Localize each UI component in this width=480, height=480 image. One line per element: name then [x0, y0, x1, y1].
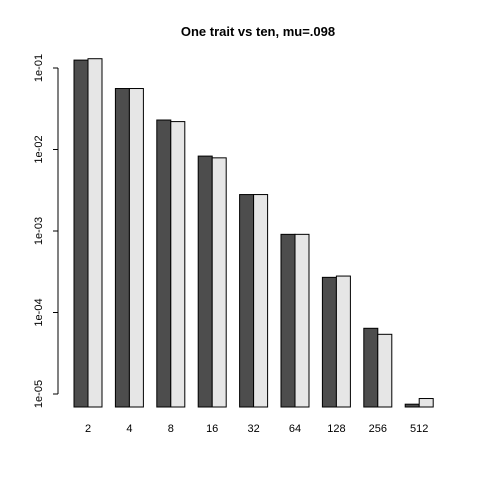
bar-series-2-512	[418, 398, 434, 408]
x-axis-labels: 2 4 8 16 32 64 128 256 512	[85, 423, 428, 435]
bar-series-2-2	[87, 58, 103, 408]
bar-series-2-8	[170, 121, 186, 408]
bar-series-1-256	[363, 327, 379, 408]
y-tick-label: 1e-05	[33, 380, 45, 408]
x-tick-label: 2	[85, 423, 91, 435]
bar-series-1-64	[280, 233, 296, 408]
bar-series-1-2	[73, 59, 89, 408]
bar-series-2-256	[377, 333, 393, 408]
bar-series-1-16	[197, 155, 213, 408]
y-tick-label: 1e-01	[33, 54, 45, 82]
x-tick-label: 16	[206, 423, 218, 435]
x-tick-label: 32	[247, 423, 259, 435]
bar-series-2-4	[128, 88, 144, 408]
bar-series-2-128	[335, 275, 351, 408]
x-tick-label: 4	[126, 423, 132, 435]
bar-series-1-512	[404, 403, 420, 408]
bar-series-1-4	[114, 88, 130, 408]
x-tick-label: 256	[369, 423, 387, 435]
chart-title: One trait vs ten, mu=.098	[181, 24, 335, 39]
x-tick-label: 64	[289, 423, 301, 435]
x-tick-label: 128	[327, 423, 345, 435]
bar-series-2-64	[294, 233, 310, 408]
bars	[73, 58, 434, 408]
y-axis-ticks: 1e-01 1e-02 1e-03 1e-04 1e-05	[33, 54, 58, 408]
y-tick-label: 1e-03	[33, 217, 45, 245]
y-tick-label: 1e-02	[33, 135, 45, 163]
bar-series-1-8	[156, 119, 172, 408]
bar-series-1-32	[239, 194, 255, 408]
bar-series-1-128	[321, 276, 337, 408]
x-tick-label: 512	[410, 423, 428, 435]
bar-series-2-32	[253, 194, 269, 408]
y-tick-label: 1e-04	[33, 298, 45, 326]
bar-series-2-16	[211, 157, 227, 408]
x-tick-label: 8	[168, 423, 174, 435]
